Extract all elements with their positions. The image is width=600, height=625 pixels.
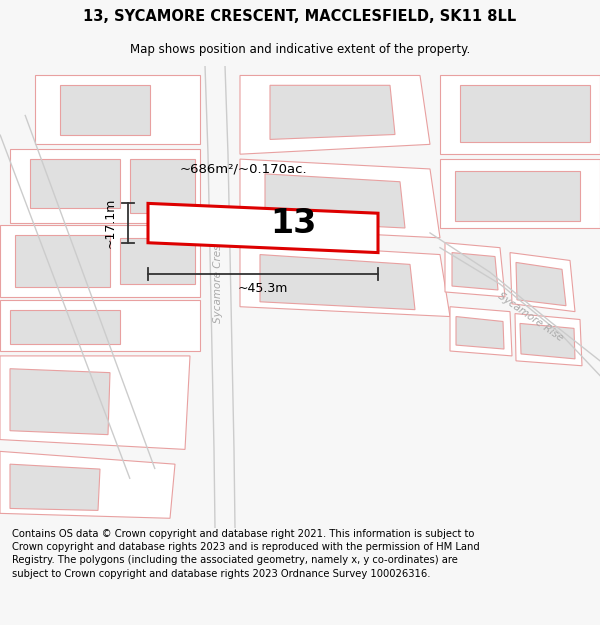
Polygon shape (240, 159, 440, 238)
Text: 13, SYCAMORE CRESCENT, MACCLESFIELD, SK11 8LL: 13, SYCAMORE CRESCENT, MACCLESFIELD, SK1… (83, 9, 517, 24)
Polygon shape (10, 149, 200, 223)
Polygon shape (0, 356, 190, 449)
Polygon shape (35, 76, 200, 144)
Polygon shape (440, 76, 600, 154)
Polygon shape (270, 85, 395, 139)
Text: ~686m²/~0.170ac.: ~686m²/~0.170ac. (179, 162, 307, 176)
Text: ~17.1m: ~17.1m (104, 198, 116, 248)
Text: Contains OS data © Crown copyright and database right 2021. This information is : Contains OS data © Crown copyright and d… (12, 529, 480, 579)
Polygon shape (60, 85, 150, 134)
Polygon shape (455, 171, 580, 221)
Polygon shape (460, 85, 590, 142)
Polygon shape (456, 316, 504, 349)
Polygon shape (260, 254, 415, 309)
Polygon shape (520, 324, 575, 359)
Text: Map shows position and indicative extent of the property.: Map shows position and indicative extent… (130, 42, 470, 56)
Polygon shape (10, 369, 110, 434)
Text: Sycamore Crescent: Sycamore Crescent (213, 222, 223, 323)
Polygon shape (15, 235, 110, 287)
Polygon shape (452, 253, 498, 290)
Polygon shape (10, 309, 120, 344)
Polygon shape (30, 159, 120, 208)
Polygon shape (265, 174, 405, 228)
Text: ~45.3m: ~45.3m (238, 281, 288, 294)
Polygon shape (516, 262, 566, 306)
Polygon shape (450, 307, 512, 356)
Polygon shape (240, 242, 450, 316)
Text: 13: 13 (270, 207, 316, 239)
Polygon shape (0, 300, 200, 351)
Polygon shape (445, 242, 505, 297)
Polygon shape (440, 159, 600, 228)
Polygon shape (10, 464, 100, 511)
Polygon shape (148, 203, 378, 252)
Polygon shape (0, 451, 175, 518)
Polygon shape (510, 253, 575, 312)
Polygon shape (240, 76, 430, 154)
Text: Sycamore Rise: Sycamore Rise (496, 291, 565, 342)
Polygon shape (130, 159, 195, 213)
Polygon shape (0, 225, 200, 297)
Polygon shape (515, 314, 582, 366)
Polygon shape (120, 238, 195, 284)
